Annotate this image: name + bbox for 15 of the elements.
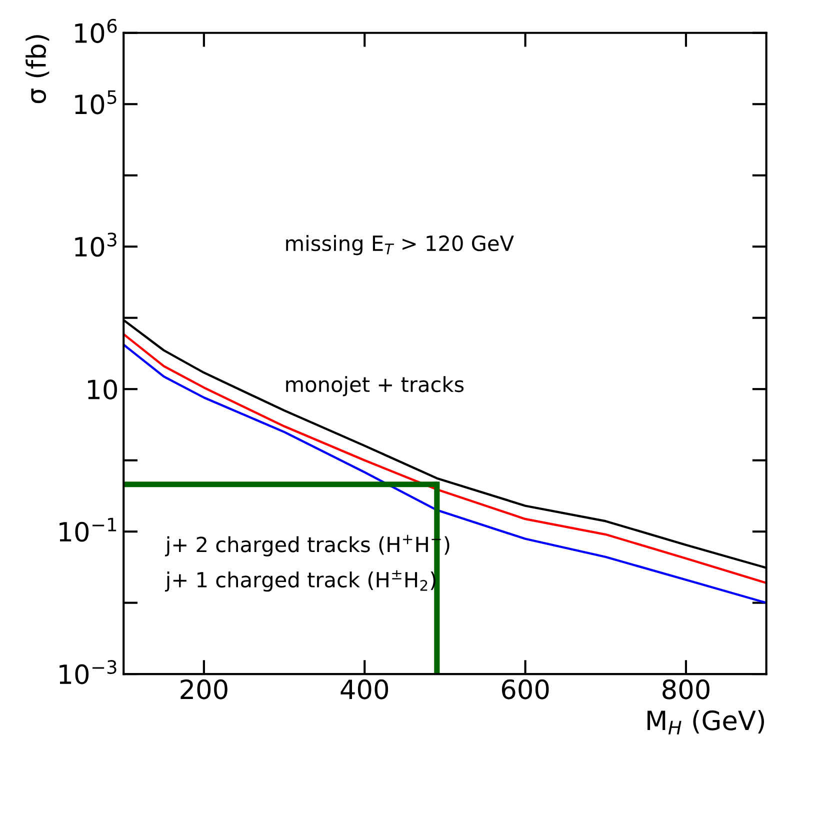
x-tick-label: 400 (340, 679, 388, 700)
x-tick-label: 600 (502, 679, 549, 700)
y-tick-label: 10$^{3}$ (75, 232, 116, 257)
x-tick-label: 200 (180, 679, 228, 700)
y-axis-title: σ (fb) (26, 35, 50, 104)
annotation: monojet + tracks (286, 376, 464, 396)
annotation: j+ 2 charged tracks (H$^{+}$H$^{−}$) (165, 534, 450, 556)
y-tick-label: 10$^{6}$ (75, 18, 117, 44)
y-tick-label: 10$^{5}$ (75, 90, 116, 114)
annotation: missing E$_{T}$ > 120 GeV (286, 235, 514, 256)
x-axis-title: M$_{H}$ (GeV) (648, 710, 764, 734)
y-tick-label: 10 (88, 380, 117, 400)
y-tick-label: 10$^{−1}$ (60, 518, 116, 542)
x-tick-label: 800 (662, 679, 710, 700)
y-tick-label: 10$^{−3}$ (60, 660, 116, 684)
